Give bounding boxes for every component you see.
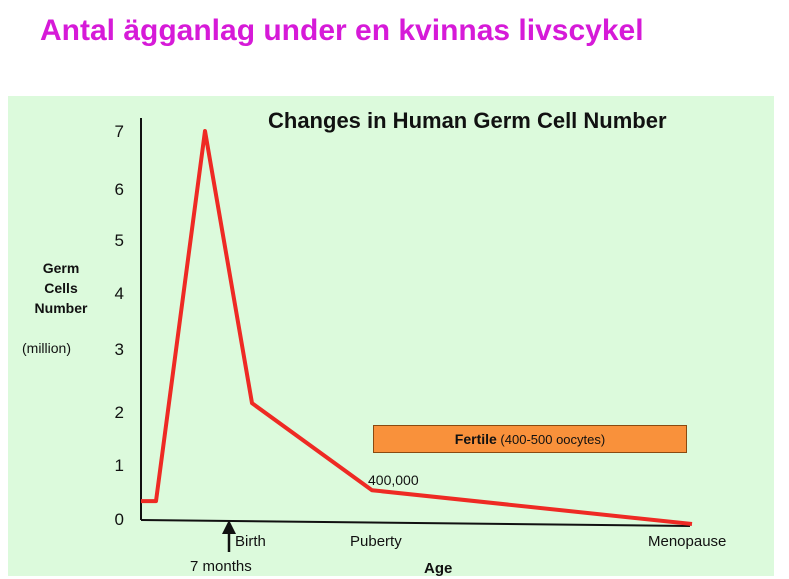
x-tick-birth: Birth — [235, 533, 266, 550]
y-axis-label-line-3: Number — [34, 300, 88, 316]
y-axis-label: Germ Cells Number — [18, 258, 104, 318]
germ-cell-series-line — [141, 129, 693, 526]
fertile-label: Fertile — [454, 431, 497, 447]
seven-months-arrow — [222, 520, 236, 552]
x-tick-menopause: Menopause — [648, 533, 727, 550]
y-tick-6: 6 — [114, 180, 124, 199]
y-tick-2: 2 — [114, 403, 124, 422]
y-axis-unit: (million) — [22, 340, 71, 356]
y-axis-label-line-1: Germ — [42, 260, 80, 276]
x-tick-7-months: 7 months — [190, 558, 252, 575]
slide-title: Antal ägganlag under en kvinnas livscyke… — [40, 14, 644, 47]
chart-title: Changes in Human Germ Cell Number — [268, 108, 667, 133]
fertile-detail: (400-500 oocytes) — [500, 432, 606, 447]
fertile-band: Fertile (400-500 oocytes) — [373, 425, 687, 453]
y-tick-7: 7 — [114, 122, 124, 141]
y-tick-3: 3 — [114, 340, 124, 359]
x-tick-puberty: Puberty — [350, 533, 402, 550]
chart-panel — [8, 96, 774, 576]
x-axis-line — [140, 519, 691, 527]
y-tick-5: 5 — [114, 231, 124, 250]
x-axis-label: Age — [424, 560, 453, 577]
y-tick-0: 0 — [114, 510, 124, 529]
y-tick-4: 4 — [114, 284, 124, 303]
y-axis-label-line-2: Cells — [44, 280, 78, 296]
puberty-annotation: 400,000 — [368, 472, 419, 488]
y-tick-1: 1 — [114, 456, 124, 475]
